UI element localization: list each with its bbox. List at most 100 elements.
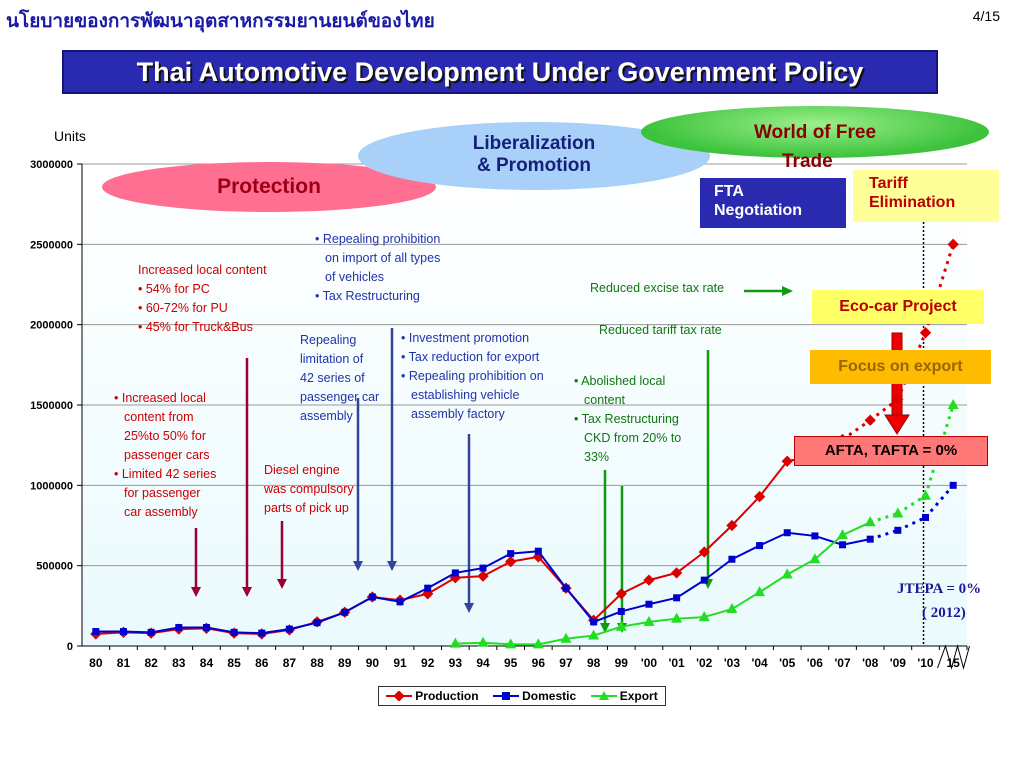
x-tick-label: 93 [449,656,463,670]
series-export-point [643,615,655,626]
series-production-point [615,588,627,600]
series-export-point [864,516,876,527]
series-domestic-segment [787,531,816,537]
x-tick-label: '09 [890,656,907,670]
annotation-abolished-local-content: • Abolished local content • Tax Restructur… [574,372,681,467]
series-domestic-point [839,541,847,549]
annotation-line: passenger car [300,390,380,404]
series-domestic-segment [482,552,512,569]
x-tick-label: 86 [255,656,269,670]
series-domestic-point [424,584,432,592]
series-production-segment [703,524,733,553]
x-tick-label: 98 [587,656,601,670]
protection-label: Protection [217,175,321,198]
arrow-1990-head [353,561,363,571]
annotation-local-content-1986: Increased local content • 54% for PC • 60-… [138,261,267,337]
annotation-line: limitation of [300,352,364,366]
series-domestic-point [728,555,736,563]
series-domestic-segment [703,558,733,581]
x-tick-label: '08 [862,656,879,670]
x-tick-label: 92 [421,656,435,670]
series-domestic-segment [261,628,290,635]
arrow-1987-head [277,579,287,589]
x-tick-label: 95 [504,656,518,670]
series-domestic-segment [759,531,788,547]
free-trade-label-1: World of Free [753,122,877,143]
series-domestic-segment [289,621,318,631]
series-domestic-point [783,529,791,537]
annotation-line: Diesel engine [264,463,340,477]
arrow-ecocar-head [884,414,910,435]
series-domestic-point [396,598,404,606]
series-production-point [753,490,766,503]
series-production-point [477,570,489,582]
series-domestic-segment [316,611,346,624]
series-domestic-point [922,513,930,521]
arrow-1984-head [191,587,201,597]
annotation-line: • Increased local [114,391,206,405]
fta-label-2: Negotiation [714,202,802,219]
annotation-repealing-import: • Repealing prohibition on import of all … [315,230,440,306]
series-production-segment [841,419,872,441]
chart-legend: Production Domestic Export [378,686,666,706]
series-domestic-segment [537,550,567,589]
series-domestic-point [479,564,487,572]
series-export-point [698,611,710,622]
series-domestic-point [202,624,210,632]
annotation-tariff-tax: Reduced tariff tax rate [599,323,722,337]
series-domestic-point [700,576,708,584]
arrow-1991-head [387,561,397,571]
legend-domestic-label: Domestic [522,689,577,703]
x-tick-label: 88 [310,656,324,670]
series-domestic-segment [842,538,871,546]
series-domestic-point [590,618,598,626]
series-domestic-point [368,593,376,601]
series-production-point [892,393,904,406]
series-domestic-segment [234,631,262,635]
series-export-point [505,638,517,649]
series-production-segment [731,495,761,527]
series-domestic-point [230,628,238,636]
annotation-line: passenger cars [124,448,210,462]
series-production-segment [869,398,899,422]
afta-box: AFTA, TAFTA = 0% [794,436,988,466]
series-domestic-segment [648,596,677,606]
series-export-point [588,629,600,640]
series-export-segment [621,620,650,628]
series-domestic-segment [455,567,484,574]
x-tick-label: 97 [559,656,573,670]
annotation-line: assembly [300,409,353,423]
annotation-line: • 45% for Truck&Bus [138,320,253,334]
series-export-point [477,636,489,647]
series-production-point [505,555,517,568]
series-domestic-point [673,594,681,602]
annotation-line: establishing vehicle [411,388,520,402]
y-tick-label: 3000000 [30,159,73,171]
series-domestic-segment [897,516,927,532]
series-export-segment [703,608,733,619]
x-tick-label: 99 [615,656,629,670]
series-production-segment [482,560,512,577]
legend-production: Production [386,689,479,703]
series-production-point [670,567,683,579]
series-production-point [919,327,932,339]
tariff-label-2: Elimination [869,194,956,211]
series-domestic-segment [593,610,622,623]
series-export-point [726,603,738,614]
series-export-point [615,620,627,631]
x-tick-label: '10 [917,656,934,670]
legend-export: Export [590,689,658,703]
x-tick-label: 91 [393,656,407,670]
series-export-segment [482,641,511,646]
series-production-point [726,519,738,532]
annotation-line: • Abolished local [574,374,666,388]
series-domestic-segment [372,596,401,603]
series-domestic-point [258,629,266,637]
x-tick-label: '02 [696,656,713,670]
series-domestic-segment [565,587,595,623]
series-export-segment [565,634,594,640]
series-domestic-point [507,550,515,558]
series-domestic-point [313,619,321,627]
arrow-1986-head [242,587,252,597]
banner-title: Thai Automotive Development Under Govern… [136,57,864,87]
